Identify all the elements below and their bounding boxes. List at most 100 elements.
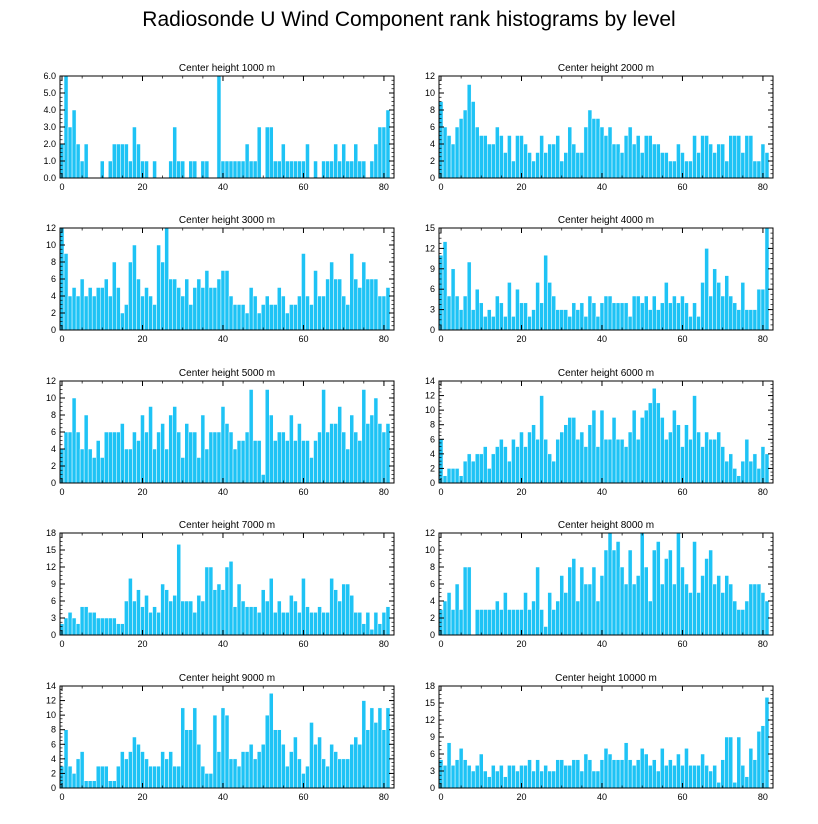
histogram-bar [487,468,492,484]
x-tick-label: 80 [379,792,389,802]
histogram-bar [543,152,548,179]
histogram-bar [567,316,573,331]
histogram-bar [551,143,556,179]
histogram-bar [256,126,262,179]
histogram-bar [708,770,713,789]
histogram-bar [152,304,157,331]
histogram-bar [144,287,149,331]
histogram-bar [264,600,270,636]
histogram-bar [297,423,302,484]
histogram-bar [760,592,766,636]
x-tick-label: 80 [758,182,768,192]
histogram-bar [317,606,322,636]
histogram-bar [567,566,573,636]
histogram-bar [353,278,359,331]
histogram-bar [631,765,637,789]
histogram-bar [345,583,350,636]
x-tick-label: 0 [439,182,444,192]
histogram-bar [317,736,322,789]
y-tick-label: 9 [430,732,435,742]
histogram-bar [337,278,342,331]
histogram-bar [643,295,649,331]
histogram-bar [511,765,516,789]
y-tick-label: 12 [46,376,56,386]
histogram-bar [277,729,282,789]
histogram-bar [442,241,448,331]
histogram-bar [176,287,181,331]
histogram-bar [454,583,460,636]
histogram-bar [289,160,294,179]
x-tick-label: 20 [137,487,147,497]
histogram-bar [273,304,278,331]
histogram-bar [716,431,721,484]
histogram-bar [148,295,153,331]
histogram-bar [648,600,653,636]
histogram-bar [228,758,234,789]
histogram-bar [599,575,605,636]
x-tick-label: 40 [597,334,607,344]
histogram-bar [579,302,585,331]
histogram-bar [264,126,270,179]
histogram-bar [724,575,729,636]
histogram-bar [567,765,573,789]
x-tick-label: 80 [379,487,389,497]
histogram-bar [124,600,129,636]
histogram-bar [212,589,218,636]
histogram-bar [369,629,375,636]
histogram-bar [293,160,298,179]
histogram-bar [543,439,548,484]
histogram-bar [216,751,222,789]
histogram-bar [639,152,645,179]
histogram-bar [345,448,350,484]
histogram-bar [563,765,569,789]
histogram-bar [224,423,230,484]
histogram-bar [499,765,504,789]
y-tick-label: 0 [51,783,56,793]
histogram-bar [527,759,532,789]
histogram-bar [635,135,641,179]
histogram-bar [748,583,754,636]
histogram-bar [136,278,141,331]
histogram-bar [652,143,657,179]
histogram-bar [752,309,758,331]
histogram-bar [639,532,645,636]
histogram-bar [132,244,137,331]
histogram-bar [470,309,476,331]
histogram-bar [652,549,657,636]
histogram-bar [67,295,73,331]
y-tick-label: 0 [430,325,435,335]
histogram-bar [172,595,177,636]
histogram-bar [692,395,697,484]
histogram-bar [583,583,589,636]
histogram-bar [144,758,149,789]
histogram-bar [345,160,350,179]
histogram-bar [67,612,73,636]
histogram-bar [349,253,355,331]
histogram-bar [595,316,601,331]
histogram-bar [148,612,153,636]
x-tick-label: 0 [439,334,444,344]
x-tick-label: 60 [677,334,687,344]
histogram-bar [321,758,326,789]
y-tick-label: 10 [46,710,56,720]
histogram-bar [83,143,89,179]
histogram-bar [648,135,653,179]
y-tick-label: 6 [430,122,435,132]
histogram-bar [305,606,310,636]
histogram-bar [244,143,250,179]
histogram-bar [688,160,693,179]
panel-title: Center height 8000 m [558,520,654,531]
histogram-bar [454,295,460,331]
histogram-bar [95,440,101,484]
histogram-bar [281,295,286,331]
histogram-bar [144,160,149,179]
histogram-bar [740,765,746,789]
histogram-bar [627,316,633,331]
y-tick-label: 6 [430,284,435,294]
histogram-bar [357,612,363,636]
histogram-bar [264,389,270,484]
histogram-bar [668,302,673,331]
histogram-bar [511,609,516,636]
histogram-bar [474,126,480,179]
histogram-bar [736,736,742,789]
